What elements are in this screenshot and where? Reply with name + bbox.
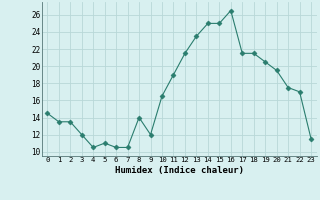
- X-axis label: Humidex (Indice chaleur): Humidex (Indice chaleur): [115, 166, 244, 175]
